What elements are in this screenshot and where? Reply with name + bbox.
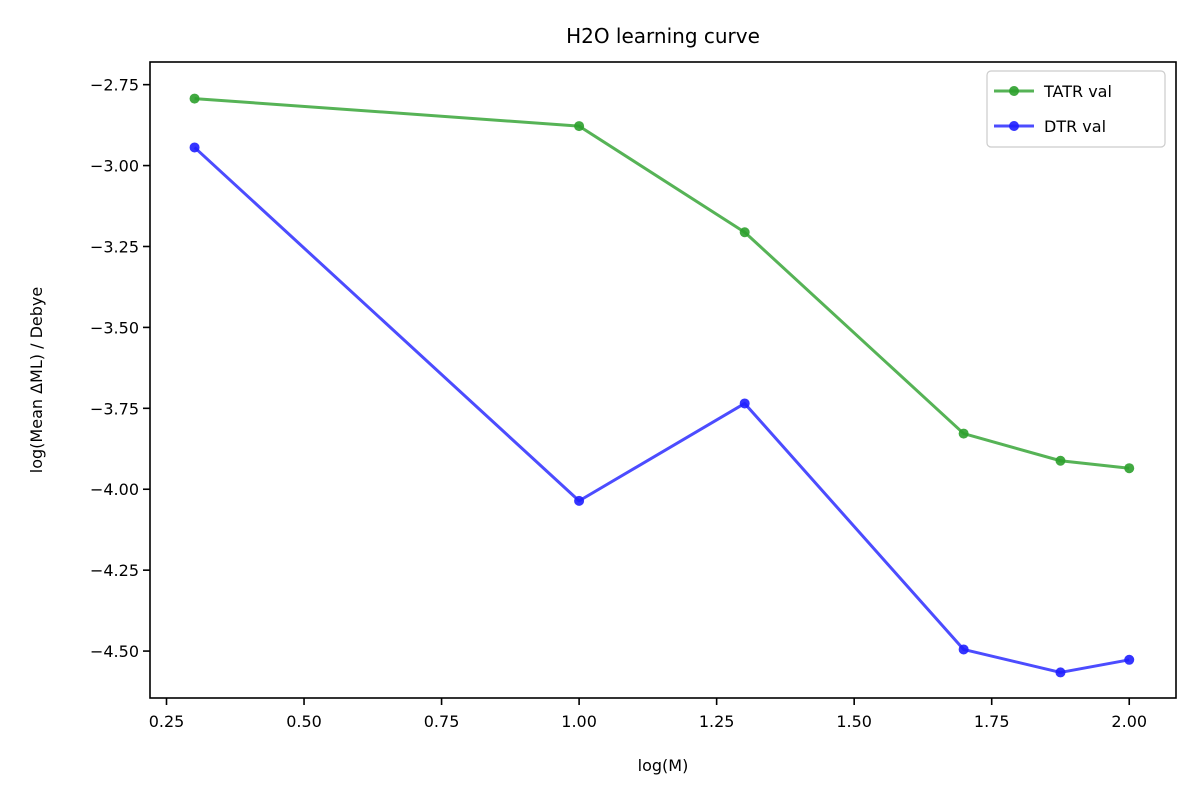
plot-area: [189, 93, 1135, 678]
y-tick-label: −3.50: [90, 318, 139, 337]
axes: 0.25 0.50 0.75 1.00 1.25 1.50 1.75 2.00 −2.75 −3.…: [90, 61, 1177, 731]
data-point: [189, 142, 200, 153]
data-point: [1055, 455, 1066, 466]
x-tick-label: 1.50: [836, 712, 872, 731]
x-axis-label: log(M): [638, 756, 689, 775]
legend: TATR val DTR val: [986, 70, 1166, 148]
data-point: [574, 121, 585, 132]
legend-swatch-marker: [1009, 121, 1019, 131]
y-tick-label: −2.75: [90, 76, 139, 95]
data-point: [739, 398, 750, 409]
x-tick-label: 0.75: [424, 712, 460, 731]
data-point: [574, 495, 585, 506]
legend-label: TATR val: [1043, 82, 1112, 101]
data-point: [1124, 463, 1135, 474]
data-point: [1055, 667, 1066, 678]
x-tick-label: 0.50: [286, 712, 322, 731]
legend-swatch-marker: [1009, 86, 1019, 96]
plot-frame: [149, 61, 1177, 699]
series-line-1: [193, 146, 1130, 674]
x-tick-label: 1.00: [561, 712, 597, 731]
series-line-0: [194, 97, 1130, 470]
x-tick-label: 0.25: [149, 712, 185, 731]
y-tick-label: −3.00: [90, 157, 139, 176]
y-tick-label: −4.25: [90, 561, 139, 580]
y-axis-label: log(Mean ΔML) / Debye: [27, 287, 46, 473]
y-tick-label: −4.00: [90, 480, 139, 499]
x-tick-label: 2.00: [1111, 712, 1147, 731]
data-point: [189, 93, 200, 104]
data-point: [958, 644, 969, 655]
x-tick-label: 1.25: [699, 712, 735, 731]
data-point: [1124, 654, 1135, 665]
legend-label: DTR val: [1044, 117, 1106, 136]
y-tick-label: −3.25: [90, 237, 139, 256]
data-point: [739, 227, 750, 238]
y-tick-label: −3.75: [90, 399, 139, 418]
y-tick-label: −4.50: [90, 642, 139, 661]
data-point: [958, 428, 969, 439]
chart-title: H2O learning curve: [566, 24, 760, 48]
x-tick-label: 1.75: [974, 712, 1010, 731]
